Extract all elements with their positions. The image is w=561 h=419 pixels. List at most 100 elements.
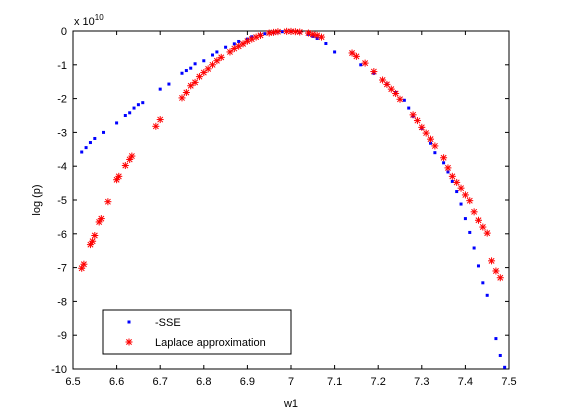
legend-label-laplace: Laplace approximation — [155, 337, 266, 349]
axis-multiplier: x 1010 — [74, 13, 104, 28]
data-point-laplace — [187, 82, 195, 90]
legend-marker-laplace — [125, 338, 133, 346]
data-point-sse — [263, 32, 267, 36]
data-point-laplace — [496, 274, 504, 282]
data-point-sse — [407, 106, 411, 110]
data-point-laplace — [178, 94, 186, 102]
data-point-laplace — [387, 85, 395, 93]
data-point-laplace — [217, 53, 225, 61]
data-point-laplace — [274, 28, 282, 36]
data-point-sse — [450, 179, 454, 183]
data-point-sse — [80, 150, 84, 154]
data-point-sse — [141, 101, 145, 105]
data-point-laplace — [256, 31, 264, 39]
x-tick-label: 6.9 — [240, 376, 255, 388]
data-series — [78, 27, 507, 369]
y-tick-label: -2 — [57, 94, 67, 106]
data-point-laplace — [461, 191, 469, 199]
legend: -SSE Laplace approximation — [102, 309, 292, 355]
x-tick-label: 7 — [288, 376, 294, 388]
data-point-sse — [472, 246, 476, 250]
data-point-laplace — [492, 267, 500, 275]
data-point-sse — [128, 111, 132, 115]
data-point-sse — [455, 190, 459, 194]
y-tick-label: -1 — [57, 60, 67, 72]
data-point-laplace — [191, 78, 199, 86]
x-tick-label: 7.3 — [414, 376, 429, 388]
y-tick-label: -3 — [57, 127, 67, 139]
y-tick-label: -8 — [57, 296, 67, 308]
data-point-laplace — [379, 76, 387, 84]
data-point-sse — [215, 50, 219, 54]
data-point-sse — [84, 146, 88, 150]
y-axis-ticks: 0 -1 -2 -3 -4 -5 -6 -7 -8 -9 -10 — [51, 26, 509, 376]
data-point-laplace — [195, 73, 203, 81]
data-point-sse — [115, 121, 119, 125]
data-point-sse — [123, 114, 127, 117]
data-point-sse — [494, 337, 498, 341]
data-point-laplace — [457, 184, 465, 192]
data-point-laplace — [413, 117, 421, 125]
data-point-sse — [102, 130, 106, 134]
data-point-laplace — [128, 152, 136, 160]
data-point-laplace — [431, 142, 439, 150]
data-point-laplace — [466, 197, 474, 205]
data-point-sse — [224, 45, 228, 49]
data-point-laplace — [182, 89, 190, 97]
data-point-laplace — [89, 237, 97, 245]
data-point-sse — [476, 264, 480, 268]
data-point-laplace — [396, 95, 404, 103]
data-point-sse — [93, 136, 97, 140]
y-tick-label: -7 — [57, 263, 67, 275]
x-axis-label: w1 — [283, 398, 298, 410]
data-point-laplace — [479, 223, 487, 231]
y-tick-label: 0 — [61, 26, 67, 38]
legend-box — [102, 309, 292, 355]
data-point-laplace — [97, 215, 105, 223]
y-tick-label: -10 — [51, 364, 67, 376]
x-tick-label: 6.8 — [196, 376, 211, 388]
data-point-sse — [324, 42, 328, 46]
x-tick-label: 6.6 — [109, 376, 124, 388]
data-point-laplace — [104, 198, 112, 206]
data-point-laplace — [309, 30, 317, 38]
data-point-sse — [429, 141, 433, 145]
data-point-laplace — [422, 129, 430, 137]
data-point-laplace — [440, 154, 448, 162]
data-point-laplace — [474, 216, 482, 224]
series-laplace — [78, 27, 504, 282]
x-axis-ticks: 6.5 6.6 6.7 6.8 6.9 7 7.1 7.2 7.3 7.4 7.5 — [65, 31, 517, 388]
x-tick-label: 6.5 — [65, 376, 80, 388]
data-point-laplace — [453, 178, 461, 186]
y-axis-label: log (p) — [31, 184, 43, 215]
data-point-laplace — [78, 264, 86, 272]
data-point-laplace — [115, 172, 123, 180]
data-point-sse — [158, 87, 162, 91]
data-point-laplace — [265, 29, 273, 37]
data-point-sse — [503, 365, 507, 369]
y-tick-label: -6 — [57, 229, 67, 241]
data-point-sse — [463, 217, 467, 221]
data-point-sse — [498, 353, 502, 357]
data-point-sse — [280, 30, 284, 34]
data-point-laplace — [213, 57, 221, 65]
data-point-sse — [189, 66, 193, 70]
data-point-laplace — [80, 260, 88, 268]
data-point-sse — [485, 293, 489, 297]
data-point-laplace — [226, 48, 234, 56]
data-point-sse — [211, 53, 215, 57]
data-point-sse — [132, 106, 136, 110]
data-point-sse — [402, 98, 406, 102]
data-point-sse — [433, 151, 437, 155]
data-point-laplace — [488, 257, 496, 265]
data-point-sse — [481, 281, 485, 285]
legend-marker-sse — [127, 320, 131, 324]
y-tick-label: -4 — [57, 161, 67, 173]
data-point-sse — [180, 71, 184, 75]
data-point-laplace — [470, 208, 478, 216]
x-tick-label: 7.4 — [458, 376, 473, 388]
legend-marker-sse-dot — [127, 320, 131, 324]
y-tick-label: -5 — [57, 195, 67, 207]
data-point-laplace — [444, 164, 452, 172]
